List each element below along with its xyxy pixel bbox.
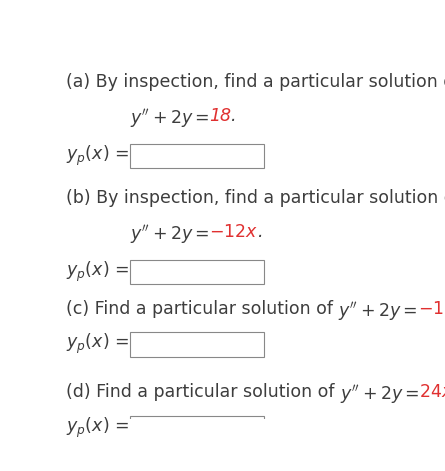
Text: (a) By inspection, find a particular solution of: (a) By inspection, find a particular sol… xyxy=(66,73,445,91)
Text: .: . xyxy=(231,107,237,125)
Text: $y_p(x)$ =: $y_p(x)$ = xyxy=(66,144,129,168)
Text: $y'' + 2y = $: $y'' + 2y = $ xyxy=(130,107,209,130)
Text: (d) Find a particular solution of: (d) Find a particular solution of xyxy=(66,383,340,401)
Text: $y_p(x)$ =: $y_p(x)$ = xyxy=(66,415,129,440)
Text: $24x + 9$: $24x + 9$ xyxy=(420,383,445,401)
Text: (c) Find a particular solution of: (c) Find a particular solution of xyxy=(66,300,339,317)
Text: $y'' + 2y = $: $y'' + 2y = $ xyxy=(339,300,418,323)
Text: $y'' + 2y = $: $y'' + 2y = $ xyxy=(130,223,209,246)
FancyBboxPatch shape xyxy=(130,332,264,357)
Text: 18: 18 xyxy=(209,107,231,125)
Text: $y_p(x)$ =: $y_p(x)$ = xyxy=(66,332,129,357)
Text: $y'' + 2y = $: $y'' + 2y = $ xyxy=(340,383,420,406)
FancyBboxPatch shape xyxy=(130,260,264,284)
Text: (b) By inspection, find a particular solution of: (b) By inspection, find a particular sol… xyxy=(66,189,445,207)
Text: $-12x + 18$: $-12x + 18$ xyxy=(418,300,445,317)
Text: $-12x$: $-12x$ xyxy=(209,223,259,241)
Text: $y_p(x)$ =: $y_p(x)$ = xyxy=(66,260,129,284)
FancyBboxPatch shape xyxy=(130,144,264,168)
FancyBboxPatch shape xyxy=(130,415,264,440)
Text: .: . xyxy=(259,223,264,241)
